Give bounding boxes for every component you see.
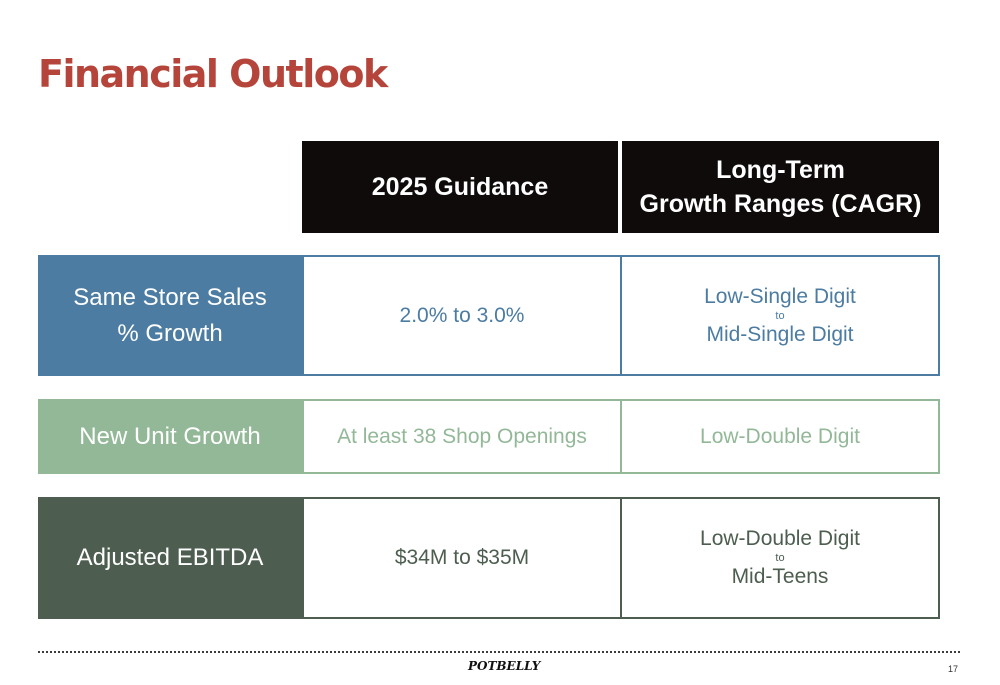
row-label: Adjusted EBITDA	[38, 497, 302, 619]
longterm-value-line1: Low-Single Digit	[704, 284, 856, 308]
guidance-value: 2.0% to 3.0%	[399, 303, 525, 327]
row-adjusted-ebitda: Adjusted EBITDA $34M to $35M Low-Double …	[38, 497, 940, 619]
header-longterm-line2: Growth Ranges (CAGR)	[639, 190, 922, 218]
longterm-value-line1: Low-Double Digit	[700, 527, 860, 550]
row-same-store-sales: Same Store Sales % Growth 2.0% to 3.0% L…	[38, 255, 940, 376]
row-label-line1: New Unit Growth	[79, 422, 261, 450]
header-guidance-label: 2025 Guidance	[371, 173, 549, 201]
header-2025-guidance: 2025 Guidance	[302, 141, 618, 233]
guidance-value: $34M to $35M	[394, 546, 530, 569]
row-label: Same Store Sales % Growth	[38, 255, 302, 376]
page-title: Financial Outlook	[38, 52, 388, 96]
row-new-unit-growth: New Unit Growth At least 38 Shop Opening…	[38, 399, 940, 474]
guidance-cell: At least 38 Shop Openings	[302, 399, 620, 474]
row-label: New Unit Growth	[38, 399, 302, 474]
longterm-value-line2: Mid-Teens	[731, 565, 829, 588]
guidance-cell: $34M to $35M	[302, 497, 620, 619]
header-long-term: Long-Term Growth Ranges (CAGR)	[622, 141, 939, 233]
row-label-line1: Adjusted EBITDA	[76, 544, 264, 571]
longterm-to: to	[775, 309, 785, 322]
guidance-value: At least 38 Shop Openings	[337, 424, 587, 448]
longterm-to: to	[775, 552, 785, 564]
footer-divider	[38, 651, 960, 653]
row-label-line1: Same Store Sales	[73, 283, 267, 311]
potbelly-logo: POTBELLY	[468, 659, 541, 673]
longterm-value-line1: Low-Double Digit	[700, 424, 860, 448]
header-longterm-line1: Long-Term	[716, 156, 845, 184]
page-number: 17	[948, 664, 959, 674]
row-label-line2: % Growth	[117, 319, 223, 347]
guidance-cell: 2.0% to 3.0%	[302, 255, 620, 376]
longterm-value-line2: Mid-Single Digit	[706, 322, 854, 346]
longterm-cell: Low-Single Digit to Mid-Single Digit	[620, 255, 940, 376]
longterm-cell: Low-Double Digit to Mid-Teens	[620, 497, 940, 619]
longterm-cell: Low-Double Digit	[620, 399, 940, 474]
